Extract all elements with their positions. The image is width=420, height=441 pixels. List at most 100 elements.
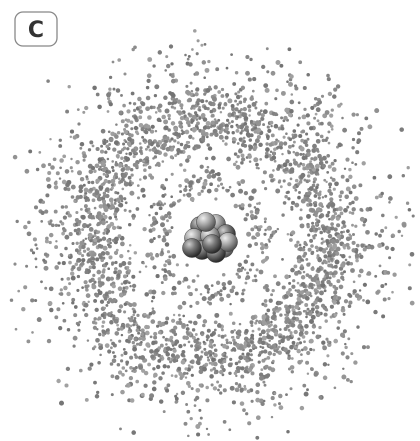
electron-dot <box>86 339 90 342</box>
electron-dot <box>325 229 328 233</box>
electron-dot <box>332 94 337 99</box>
electron-dot <box>249 210 254 214</box>
electron-dot <box>317 100 322 105</box>
electron-dot <box>217 90 222 94</box>
electron-dot <box>109 320 114 325</box>
electron-dot <box>237 90 241 94</box>
electron-dot <box>121 366 126 370</box>
electron-dot <box>200 43 204 47</box>
electron-dot <box>270 320 273 324</box>
electron-dot <box>313 156 318 161</box>
electron-dot <box>286 80 289 83</box>
electron-dot <box>234 387 240 393</box>
electron-dot <box>152 105 156 110</box>
electron-dot <box>291 133 295 137</box>
electron-dot <box>294 271 299 276</box>
electron-dot <box>184 367 188 371</box>
electron-dot <box>392 272 397 277</box>
electron-dot <box>310 314 316 320</box>
electron-dot <box>123 351 128 356</box>
electron-dot <box>138 158 143 163</box>
electron-dot <box>97 243 102 248</box>
electron-dot <box>96 269 102 275</box>
electron-dot <box>348 167 352 172</box>
electron-dot <box>138 105 142 109</box>
electron-dot <box>176 136 180 140</box>
electron-dot <box>247 339 251 343</box>
electron-dot <box>177 313 181 317</box>
electron-dot <box>72 135 78 140</box>
electron-dot <box>333 264 338 269</box>
electron-dot <box>225 338 229 342</box>
electron-dot <box>109 338 113 342</box>
electron-dot <box>234 138 237 141</box>
electron-dot <box>110 178 116 184</box>
electron-dot <box>390 246 395 252</box>
electron-dot <box>315 138 321 144</box>
electron-dot <box>82 222 88 228</box>
electron-dot <box>133 108 137 112</box>
electron-dot <box>231 347 237 352</box>
electron-dot <box>79 176 85 182</box>
electron-dot <box>91 250 95 255</box>
electron-dot <box>108 197 114 203</box>
electron-dot <box>46 338 52 344</box>
electron-dot <box>108 312 112 316</box>
electron-dot <box>158 206 163 211</box>
electron-dot <box>344 194 349 200</box>
electron-dot <box>131 307 135 311</box>
electron-dot <box>263 232 267 236</box>
electron-dot <box>92 85 97 91</box>
electron-dot <box>238 383 242 387</box>
electron-dot <box>101 236 107 241</box>
electron-dot <box>333 227 338 232</box>
electron-dot <box>143 348 147 351</box>
electron-dot <box>234 381 239 386</box>
electron-dot <box>97 277 102 281</box>
electron-dot <box>66 328 71 332</box>
electron-dot <box>189 81 193 85</box>
electron-dot <box>206 356 210 359</box>
electron-dot <box>48 232 54 238</box>
electron-dot <box>289 238 293 242</box>
electron-dot <box>250 371 255 376</box>
electron-dot <box>275 331 279 335</box>
electron-dot <box>290 205 294 209</box>
electron-dot <box>294 202 300 208</box>
electron-dot <box>107 190 110 194</box>
electron-dot <box>247 104 252 109</box>
electron-dot <box>216 323 222 328</box>
electron-dot <box>260 329 266 335</box>
electron-dot <box>174 374 178 378</box>
electron-dot <box>262 380 266 384</box>
electron-dot <box>340 271 344 276</box>
electron-dot <box>58 292 62 296</box>
electron-dot <box>100 144 104 148</box>
electron-dot <box>96 211 102 216</box>
electron-dot <box>306 121 311 126</box>
electron-dot <box>325 337 329 341</box>
electron-dot <box>127 249 130 253</box>
electron-dot <box>278 328 282 331</box>
electron-dot <box>332 301 337 305</box>
electron-dot <box>169 348 173 351</box>
electron-dot <box>109 276 114 281</box>
electron-dot <box>103 296 108 301</box>
electron-dot <box>170 62 174 66</box>
electron-dot <box>67 85 71 89</box>
electron-dot <box>264 364 269 369</box>
electron-dot <box>231 321 236 325</box>
electron-dot <box>351 223 354 227</box>
electron-dot <box>290 231 293 235</box>
electron-dot <box>225 66 229 70</box>
electron-dot <box>298 332 304 337</box>
electron-dot <box>78 249 82 252</box>
electron-dot <box>233 152 238 156</box>
electron-dot <box>126 147 130 151</box>
electron-dot <box>187 285 191 289</box>
electron-dot <box>357 131 361 136</box>
electron-dot <box>150 256 155 261</box>
electron-dot <box>254 242 259 246</box>
electron-dot <box>212 386 218 391</box>
electron-dot <box>342 329 347 334</box>
